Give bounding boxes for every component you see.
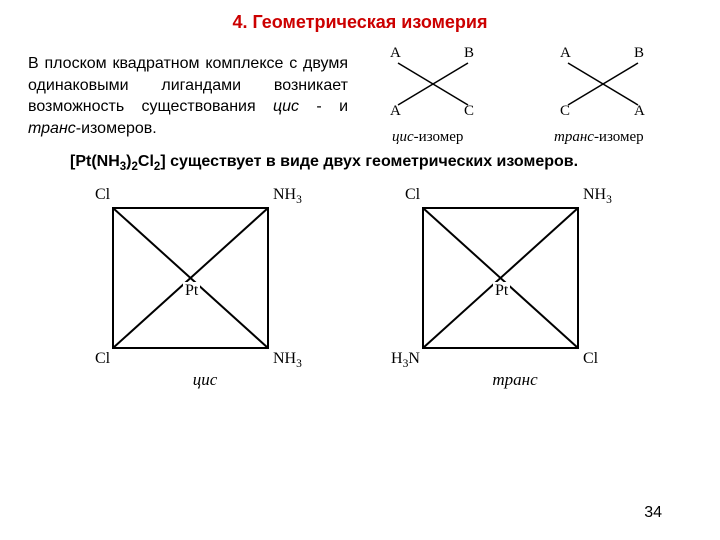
- big-cis-br: NH3: [273, 350, 302, 370]
- small-trans-caption: транс-изомер: [554, 129, 644, 146]
- small-diagrams: A B A C цис-изомер A B C A транс-изомер: [358, 53, 720, 139]
- big-cis-svg: [95, 194, 285, 364]
- big-trans-diagram: Cl NH3 H3N Cl Pt транс: [405, 194, 625, 390]
- big-trans-caption: транс: [405, 370, 625, 390]
- para-em-trans: транс: [28, 120, 76, 137]
- small-trans-bl: C: [560, 103, 570, 120]
- small-cis-bl: A: [390, 103, 401, 120]
- big-cis-center: Pt: [183, 282, 200, 300]
- top-row: В плоском квадратном комплексе с двумя о…: [0, 53, 720, 139]
- trans-prefix: транс: [554, 129, 594, 145]
- big-cis-caption: цис: [95, 370, 315, 390]
- trans-suffix: -изомер: [594, 129, 644, 145]
- small-trans-diagram: A B C A транс-изомер: [548, 53, 688, 143]
- small-cis-br: C: [464, 103, 474, 120]
- cis-prefix: цис: [392, 129, 414, 145]
- page-title: 4. Геометрическая изомерия: [0, 0, 720, 33]
- small-cis-diagram: A B A C цис-изомер: [378, 53, 518, 143]
- small-cis-caption: цис-изомер: [392, 129, 463, 146]
- big-trans-br: Cl: [583, 350, 598, 368]
- small-trans-tl: A: [560, 45, 571, 62]
- big-trans-tr: NH3: [583, 186, 612, 206]
- formula-p4: ] существует в виде двух геометрических …: [160, 153, 578, 170]
- big-cis-tr: NH3: [273, 186, 302, 206]
- small-cis-tl: A: [390, 45, 401, 62]
- para-text3: -изомеров.: [76, 120, 157, 137]
- formula-p1: [Pt(NH: [70, 153, 120, 170]
- formula-line: [Pt(NH3)2Cl2] существует в виде двух гео…: [70, 153, 720, 173]
- small-trans-br: A: [634, 103, 645, 120]
- big-diagrams-row: Cl NH3 Cl NH3 Pt цис Cl NH3 H3N Cl Pt тр…: [0, 194, 720, 390]
- big-cis-bl: Cl: [95, 350, 110, 368]
- para-text2: - и: [299, 98, 348, 115]
- big-cis-tl: Cl: [95, 186, 110, 204]
- small-trans-tr: B: [634, 45, 644, 62]
- big-trans-center: Pt: [493, 282, 510, 300]
- cis-suffix: -изомер: [414, 129, 464, 145]
- big-trans-tl: Cl: [405, 186, 420, 204]
- big-trans-svg: [405, 194, 595, 364]
- para-em-cis: цис: [273, 98, 299, 115]
- small-cis-tr: B: [464, 45, 474, 62]
- formula-p3: Cl: [138, 153, 154, 170]
- intro-paragraph: В плоском квадратном комплексе с двумя о…: [0, 53, 358, 139]
- big-trans-bl: H3N: [391, 350, 420, 370]
- page-number: 34: [644, 504, 662, 522]
- big-cis-diagram: Cl NH3 Cl NH3 Pt цис: [95, 194, 315, 390]
